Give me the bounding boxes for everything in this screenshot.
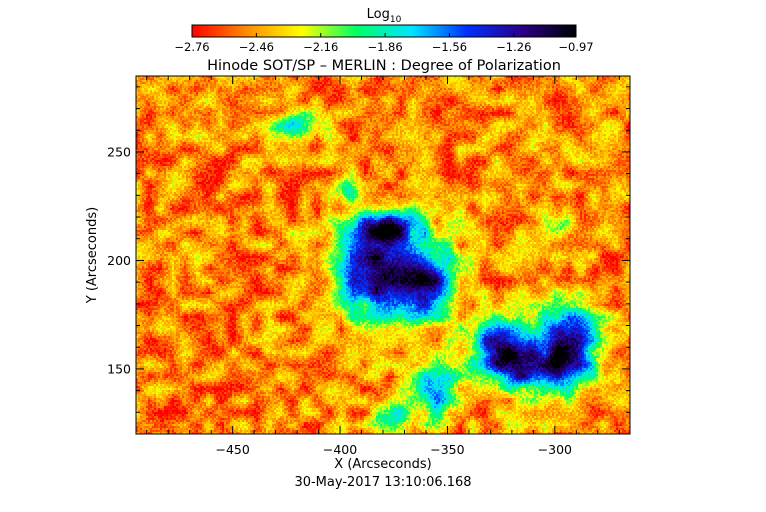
- colorbar: [191, 24, 577, 38]
- colorbar-tick-label: −2.76: [174, 40, 209, 54]
- colorbar-tick-label: −2.46: [239, 40, 274, 54]
- colorbar-tick-label: −1.26: [496, 40, 531, 54]
- x-axis-label: X (Arcseconds): [334, 457, 431, 472]
- y-axis-ticks: 150 200 250: [107, 86, 630, 435]
- colorbar-label-base: Log: [367, 7, 390, 22]
- x-tick-label: −350: [430, 442, 464, 457]
- polarization-map-heatmap: [136, 76, 630, 434]
- x-axis-ticks: −450 −400 −350 −300: [146, 76, 620, 457]
- x-tick-label: −450: [215, 442, 249, 457]
- y-axis-label: Y (Arcseconds): [85, 207, 100, 304]
- colorbar-tick-label: −2.16: [303, 40, 338, 54]
- observation-timestamp: 30-May-2017 13:10:06.168: [294, 475, 471, 490]
- colorbar-label-subscript: 10: [390, 15, 402, 25]
- y-tick-label: 150: [107, 361, 131, 376]
- colorbar-tick-label: −0.97: [558, 40, 593, 54]
- colorbar-tick-label: −1.56: [432, 40, 467, 54]
- y-tick-label: 200: [107, 253, 131, 268]
- colorbar-label: Log10: [367, 7, 402, 25]
- x-tick-label: −300: [538, 442, 572, 457]
- colorbar-ticks: −2.76 −2.46 −2.16 −1.86 −1.56 −1.26 −0.97: [174, 33, 594, 54]
- y-tick-label: 250: [107, 144, 131, 159]
- chart-title: Hinode SOT/SP – MERLIN : Degree of Polar…: [207, 58, 561, 74]
- x-tick-label: −400: [323, 442, 357, 457]
- colorbar-tick-label: −1.86: [367, 40, 402, 54]
- plot-image-container: [136, 76, 630, 434]
